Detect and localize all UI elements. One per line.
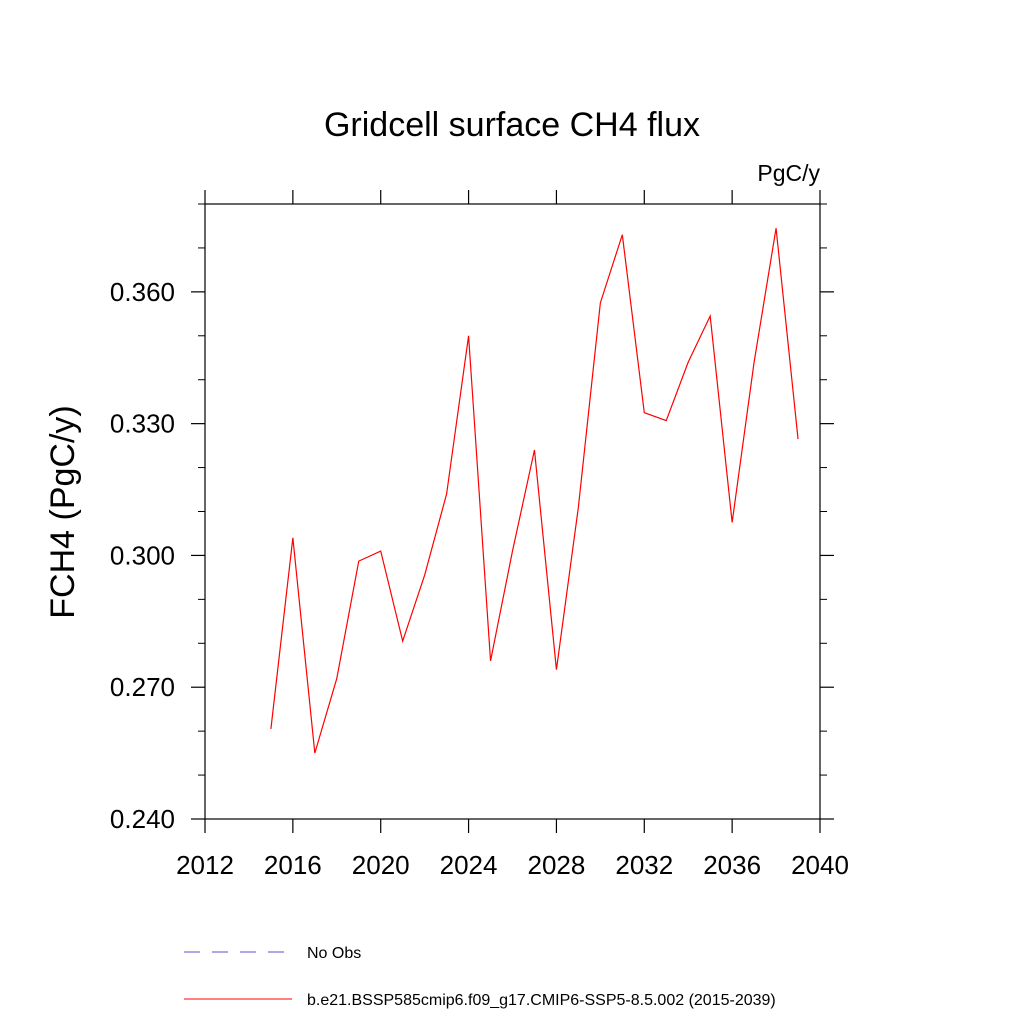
x-tick-label: 2036 bbox=[703, 850, 761, 880]
chart-title: Gridcell surface CH4 flux bbox=[324, 106, 700, 144]
legend: No Obs b.e21.BSSP585cmip6.f09_g17.CMIP6-S… bbox=[184, 945, 776, 1009]
plot-area: 2012 2016 2020 2024 2028 2032 2036 2040 0.240 0.2… bbox=[110, 190, 849, 880]
x-tick-label: 2040 bbox=[791, 850, 849, 880]
x-tick-label: 2024 bbox=[440, 850, 498, 880]
y-tick-label: 0.300 bbox=[110, 540, 175, 570]
y-tick-label: 0.240 bbox=[110, 804, 175, 834]
legend-label: b.e21.BSSP585cmip6.f09_g17.CMIP6-SSP5-8.… bbox=[307, 992, 776, 1009]
plot-frame bbox=[204, 203, 821, 820]
y-tick-label: 0.270 bbox=[110, 672, 175, 702]
x-tick-label: 2028 bbox=[528, 850, 586, 880]
series-line bbox=[270, 228, 799, 754]
x-tick-label: 2016 bbox=[264, 850, 322, 880]
legend-label: No Obs bbox=[307, 945, 361, 962]
y-axis-label: FCH4 (PgC/y) bbox=[44, 405, 82, 618]
x-tick-label: 2012 bbox=[176, 850, 234, 880]
y-tick-label: 0.360 bbox=[110, 277, 175, 307]
x-tick-label: 2020 bbox=[352, 850, 410, 880]
x-tick-label: 2032 bbox=[615, 850, 673, 880]
units-label: PgC/y bbox=[757, 160, 820, 186]
y-tick-label: 0.330 bbox=[110, 409, 175, 439]
